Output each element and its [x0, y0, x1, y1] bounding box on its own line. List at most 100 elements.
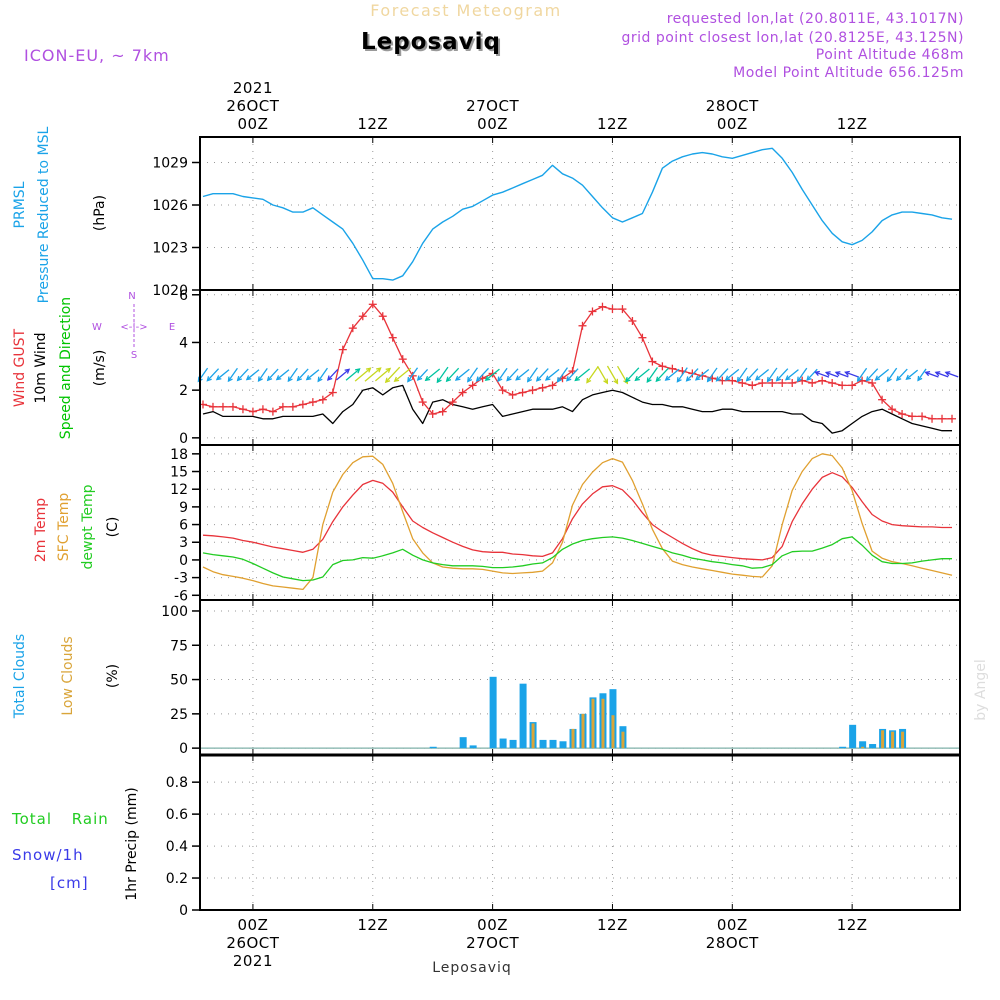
wind-gust-label: Wind GUST [12, 328, 28, 407]
wind-arrow-head [574, 376, 580, 382]
wind-arrow-head [416, 375, 423, 381]
wind-arrow-head [424, 375, 431, 382]
wind-arrow-head [305, 375, 312, 381]
pressure-line [202, 147, 953, 281]
wind-arrow-head [676, 377, 682, 383]
temp2m-label: 2m Temp [33, 498, 49, 562]
wind-arrow [785, 369, 799, 381]
wind-arrow [646, 367, 658, 383]
wind-arrow [536, 368, 549, 382]
top-time-label: 00Z [717, 115, 748, 133]
wind-arrow [896, 368, 908, 381]
wind-gust-line [202, 303, 952, 420]
wind-arrow [886, 367, 898, 382]
wind-arrow [835, 371, 849, 378]
top-time-label: 28OCT [706, 97, 759, 115]
compass-north: N [128, 291, 135, 302]
precip-side-labels: Total Rain Snow/1h [cm] 1hr Precip (mm) [11, 787, 140, 900]
panel-frame [199, 444, 961, 601]
wind-arrow [364, 367, 382, 382]
panel-pressure: 1020 1023 1026 1029 [152, 137, 960, 299]
sfc-temp-label: SFC Temp [56, 493, 72, 562]
low-cloud-bar [881, 730, 885, 749]
wind-arrow [825, 371, 839, 378]
y-tick-label-temperature: 9 [179, 500, 188, 516]
compass-east: E [169, 322, 175, 333]
y-tick-label-precip: 0.2 [166, 871, 188, 887]
wind-arrow-head [784, 375, 791, 381]
wind-speed-dir-label: Speed and Direction [58, 297, 74, 439]
wind-arrow [515, 368, 530, 381]
wind-arrow-head [775, 376, 782, 382]
wind-arrow-head [497, 376, 503, 383]
wind-arrow-head [603, 378, 609, 385]
bottom-time-label: 26OCT [226, 934, 279, 952]
wind-arrow-head [526, 376, 533, 383]
wind-arrow-head [646, 377, 652, 383]
wind-arrow [455, 368, 470, 381]
wind-arrow [935, 371, 949, 378]
wind-arrow-head [506, 375, 512, 382]
wind-arrow [906, 369, 919, 380]
wind-arrow [586, 366, 599, 383]
grid-point-lonlat: grid point closest lon,lat (20.8125E, 43… [621, 30, 964, 46]
wind-arrow-head [736, 376, 742, 383]
top-time-label: 00Z [237, 115, 268, 133]
wind-arrow-head [556, 377, 562, 383]
wind-arrow [506, 368, 519, 381]
bottom-time-label: 00Z [717, 916, 748, 934]
bottom-time-label: 28OCT [706, 934, 759, 952]
wind-arrow [336, 368, 350, 381]
total-cloud-bar [459, 737, 467, 749]
y-tick-label-clouds: 25 [170, 707, 188, 723]
wind-arrow [206, 368, 220, 382]
y-tick-label-wind: 2 [179, 383, 188, 399]
wind-arrow [606, 365, 619, 384]
y-tick-label-pressure: 1029 [152, 156, 188, 172]
bottom-time-label: 27OCT [466, 934, 519, 952]
wind-arrow-head [724, 375, 731, 381]
wind-side-labels: Wind GUST 10m Wind Speed and Direction (… [12, 291, 175, 439]
compass-arrows: <-|-> [120, 322, 147, 333]
panel-frame [199, 136, 961, 291]
wind-arrow [327, 368, 339, 381]
total-cloud-bar [539, 739, 547, 749]
wind-arrow-head [844, 370, 850, 376]
wind-arrow [716, 368, 729, 382]
wind-arrow [258, 368, 268, 382]
compass-icon: N W <-|-> E S [92, 291, 175, 361]
snow-unit-label: [cm] [50, 874, 89, 892]
top-time-label: 12Z [837, 115, 868, 133]
low-cloud-bar [581, 713, 585, 749]
wind-arrow-head [824, 371, 831, 377]
model-point-altitude: Model Point Altitude 656.125m [733, 65, 964, 81]
wind-arrow [945, 371, 959, 378]
wind-arrow [875, 368, 890, 381]
wind-arrow [297, 368, 309, 381]
wind-arrow [407, 367, 419, 382]
wind-arrow-head [266, 375, 273, 382]
wind-arrow-head [317, 376, 323, 383]
y-tick-label-wind: 4 [179, 335, 188, 351]
wind-arrow [216, 369, 230, 381]
wind-arrow-head [544, 375, 551, 381]
y-tick-label-clouds: 50 [170, 673, 188, 689]
wind-arrow [374, 367, 391, 382]
wind-arrow [597, 365, 608, 384]
wind-arrow-head [634, 375, 640, 382]
top-time-label: 26OCT [226, 97, 279, 115]
total-cloud-bar [839, 746, 847, 749]
compass-south: S [131, 350, 137, 361]
wind-arrow [425, 368, 441, 381]
total-rain-label: Total Rain [11, 810, 109, 828]
y-tick-label-temperature: -6 [174, 588, 188, 604]
y-tick-label-temperature: 3 [179, 535, 188, 551]
wind-arrow [276, 369, 290, 381]
wind-arrow [385, 366, 401, 383]
wind-arrow [476, 367, 489, 382]
wind-arrow [237, 368, 249, 381]
low-cloud-bar [591, 698, 595, 749]
wind-arrow [806, 368, 818, 381]
